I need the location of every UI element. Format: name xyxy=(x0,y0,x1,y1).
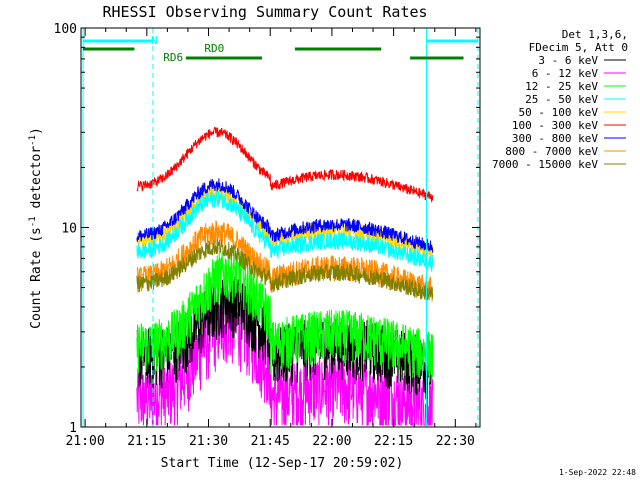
legend-label: 7000 - 15000 keV xyxy=(492,158,598,171)
legend-label: 800 - 7000 keV xyxy=(505,145,598,158)
footer-timestamp: 1-Sep-2022 22:48 xyxy=(559,468,636,477)
x-tick-label: 21:00 xyxy=(66,434,105,449)
x-tick-label: 21:15 xyxy=(127,434,166,449)
series-trace xyxy=(136,238,434,301)
x-tick-label: 21:30 xyxy=(189,434,228,449)
chart-title: RHESSI Observing Summary Count Rates xyxy=(102,3,427,21)
series-trace xyxy=(136,126,434,203)
rd0-label: RD0 xyxy=(204,42,224,55)
detector-info-line-2: FDecim 5, Att 0 xyxy=(529,41,628,54)
y-tick-label: 100 xyxy=(54,22,77,37)
legend-label: 50 - 100 keV xyxy=(519,106,599,119)
series-trace xyxy=(136,249,434,382)
legend-label: 6 - 12 keV xyxy=(532,67,599,80)
tick-layer: 1 10 100 21:00 21:15 21:30 21:45 22:00 22:15 22:3… xyxy=(54,22,480,449)
x-tick-label: 22:15 xyxy=(374,434,413,449)
series-3-6-keV xyxy=(136,276,434,400)
legend-label: 25 - 50 keV xyxy=(525,93,598,106)
series-300-800-keV xyxy=(136,178,434,253)
series-7000-15000-keV xyxy=(136,238,434,301)
legend-label: 3 - 6 keV xyxy=(538,54,598,67)
rd6-label: RD6 xyxy=(163,51,183,64)
legend-label: 12 - 25 keV xyxy=(525,80,598,93)
night-label: N xyxy=(151,34,158,47)
x-tick-label: 22:30 xyxy=(436,434,475,449)
series-trace xyxy=(136,190,434,272)
series-25-50-keV xyxy=(136,190,434,272)
y-axis-label: Count Rate (s-1 detector-1) xyxy=(28,127,44,329)
x-tick-label: 21:45 xyxy=(251,434,290,449)
detector-info-line-1: Det 1,3,6, xyxy=(562,28,628,41)
legend-label: 100 - 300 keV xyxy=(512,119,598,132)
y-tick-label: 10 xyxy=(61,222,77,237)
series-12-25-keV xyxy=(136,249,434,382)
series-layer xyxy=(136,126,434,426)
legend-label: 300 - 800 keV xyxy=(512,132,598,145)
x-tick-label: 22:00 xyxy=(312,434,351,449)
series-trace xyxy=(136,276,434,400)
x-axis-label: Start Time (12-Sep-17 20:59:02) xyxy=(161,456,404,471)
y-tick-label: 1 xyxy=(69,421,77,436)
series-trace xyxy=(136,178,434,253)
series-100-300-keV xyxy=(136,126,434,203)
